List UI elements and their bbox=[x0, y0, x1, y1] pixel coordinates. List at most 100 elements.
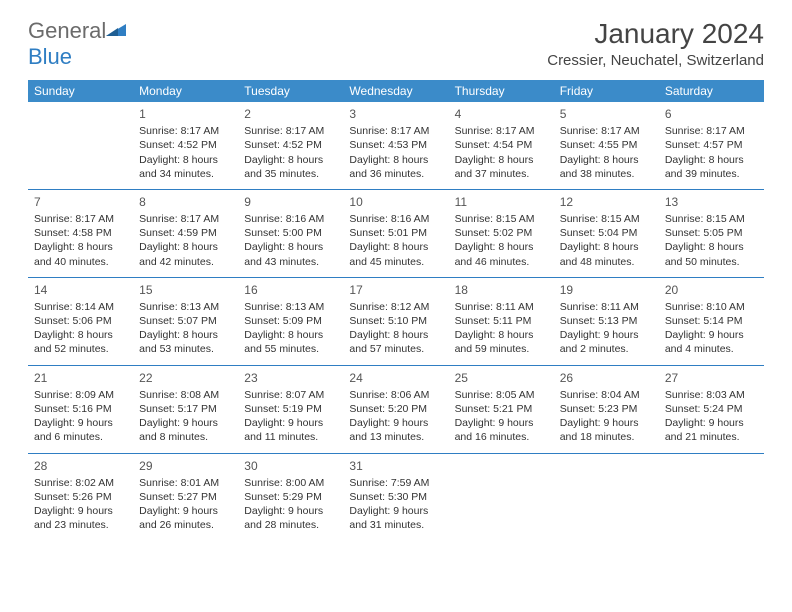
daylight-text: Daylight: 9 hours bbox=[34, 416, 127, 430]
day-number: 21 bbox=[34, 370, 127, 386]
sunset-text: Sunset: 4:59 PM bbox=[139, 226, 232, 240]
daylight-text: and 16 minutes. bbox=[455, 430, 548, 444]
calendar-day-cell: 14Sunrise: 8:14 AMSunset: 5:06 PMDayligh… bbox=[28, 277, 133, 365]
sunset-text: Sunset: 5:16 PM bbox=[34, 402, 127, 416]
daylight-text: and 43 minutes. bbox=[244, 255, 337, 269]
sunrise-text: Sunrise: 8:00 AM bbox=[244, 476, 337, 490]
sunset-text: Sunset: 5:05 PM bbox=[665, 226, 758, 240]
calendar-day-cell: 1Sunrise: 8:17 AMSunset: 4:52 PMDaylight… bbox=[133, 102, 238, 189]
daylight-text: Daylight: 8 hours bbox=[34, 328, 127, 342]
calendar-day-cell: 26Sunrise: 8:04 AMSunset: 5:23 PMDayligh… bbox=[554, 365, 659, 453]
day-number: 24 bbox=[349, 370, 442, 386]
day-header: Saturday bbox=[659, 80, 764, 102]
daylight-text: and 50 minutes. bbox=[665, 255, 758, 269]
daylight-text: and 35 minutes. bbox=[244, 167, 337, 181]
sunrise-text: Sunrise: 8:15 AM bbox=[455, 212, 548, 226]
calendar-body: 1Sunrise: 8:17 AMSunset: 4:52 PMDaylight… bbox=[28, 102, 764, 540]
day-header: Friday bbox=[554, 80, 659, 102]
sunrise-text: Sunrise: 8:09 AM bbox=[34, 388, 127, 402]
sunrise-text: Sunrise: 8:17 AM bbox=[665, 124, 758, 138]
calendar-day-cell: 16Sunrise: 8:13 AMSunset: 5:09 PMDayligh… bbox=[238, 277, 343, 365]
day-number: 9 bbox=[244, 194, 337, 210]
daylight-text: Daylight: 9 hours bbox=[34, 504, 127, 518]
sunset-text: Sunset: 5:26 PM bbox=[34, 490, 127, 504]
sunset-text: Sunset: 5:27 PM bbox=[139, 490, 232, 504]
daylight-text: and 34 minutes. bbox=[139, 167, 232, 181]
calendar-day-cell: 17Sunrise: 8:12 AMSunset: 5:10 PMDayligh… bbox=[343, 277, 448, 365]
page-header: General Blue January 2024 Cressier, Neuc… bbox=[28, 18, 764, 70]
calendar-day-cell: 21 Sunrise: 8:09 AMSunset: 5:16 PMDayligh… bbox=[28, 365, 133, 453]
sunrise-text: Sunrise: 8:17 AM bbox=[139, 212, 232, 226]
sunset-text: Sunset: 5:06 PM bbox=[34, 314, 127, 328]
sunrise-text: Sunrise: 8:05 AM bbox=[455, 388, 548, 402]
calendar-day-cell: 13Sunrise: 8:15 AMSunset: 5:05 PMDayligh… bbox=[659, 189, 764, 277]
day-number: 16 bbox=[244, 282, 337, 298]
title-block: January 2024 Cressier, Neuchatel, Switze… bbox=[547, 18, 764, 69]
daylight-text: and 46 minutes. bbox=[455, 255, 548, 269]
sunrise-text: Sunrise: 8:12 AM bbox=[349, 300, 442, 314]
day-header: Thursday bbox=[449, 80, 554, 102]
sunrise-text: Sunrise: 8:16 AM bbox=[244, 212, 337, 226]
daylight-text: and 6 minutes. bbox=[34, 430, 127, 444]
calendar-header-row: SundayMondayTuesdayWednesdayThursdayFrid… bbox=[28, 80, 764, 102]
calendar-day-cell: 9Sunrise: 8:16 AMSunset: 5:00 PMDaylight… bbox=[238, 189, 343, 277]
daylight-text: Daylight: 8 hours bbox=[349, 328, 442, 342]
daylight-text: and 23 minutes. bbox=[34, 518, 127, 532]
calendar-day-cell bbox=[659, 453, 764, 540]
daylight-text: Daylight: 9 hours bbox=[665, 328, 758, 342]
daylight-text: and 59 minutes. bbox=[455, 342, 548, 356]
brand-logo: General Blue bbox=[28, 18, 128, 70]
sunrise-text: Sunrise: 8:13 AM bbox=[139, 300, 232, 314]
daylight-text: Daylight: 9 hours bbox=[139, 504, 232, 518]
calendar-day-cell: 23Sunrise: 8:07 AMSunset: 5:19 PMDayligh… bbox=[238, 365, 343, 453]
sunrise-text: Sunrise: 8:17 AM bbox=[455, 124, 548, 138]
daylight-text: and 21 minutes. bbox=[665, 430, 758, 444]
daylight-text: and 38 minutes. bbox=[560, 167, 653, 181]
daylight-text: Daylight: 8 hours bbox=[455, 153, 548, 167]
calendar-day-cell: 31Sunrise: 7:59 AMSunset: 5:30 PMDayligh… bbox=[343, 453, 448, 540]
sunrise-text: Sunrise: 8:02 AM bbox=[34, 476, 127, 490]
day-number: 18 bbox=[455, 282, 548, 298]
daylight-text: and 42 minutes. bbox=[139, 255, 232, 269]
daylight-text: Daylight: 8 hours bbox=[349, 240, 442, 254]
daylight-text: Daylight: 8 hours bbox=[665, 153, 758, 167]
daylight-text: Daylight: 8 hours bbox=[244, 328, 337, 342]
sunset-text: Sunset: 5:11 PM bbox=[455, 314, 548, 328]
sunrise-text: Sunrise: 8:17 AM bbox=[139, 124, 232, 138]
sunrise-text: Sunrise: 8:10 AM bbox=[665, 300, 758, 314]
sunset-text: Sunset: 5:07 PM bbox=[139, 314, 232, 328]
daylight-text: Daylight: 8 hours bbox=[139, 328, 232, 342]
location-text: Cressier, Neuchatel, Switzerland bbox=[547, 52, 764, 69]
sunset-text: Sunset: 5:00 PM bbox=[244, 226, 337, 240]
day-number: 13 bbox=[665, 194, 758, 210]
sunset-text: Sunset: 5:30 PM bbox=[349, 490, 442, 504]
calendar-day-cell: 2Sunrise: 8:17 AMSunset: 4:52 PMDaylight… bbox=[238, 102, 343, 189]
calendar-day-cell: 7Sunrise: 8:17 AMSunset: 4:58 PMDaylight… bbox=[28, 189, 133, 277]
flag-icon bbox=[106, 22, 128, 43]
day-number: 7 bbox=[34, 194, 127, 210]
daylight-text: Daylight: 9 hours bbox=[455, 416, 548, 430]
month-title: January 2024 bbox=[547, 18, 764, 50]
day-number: 27 bbox=[665, 370, 758, 386]
day-number: 11 bbox=[455, 194, 548, 210]
day-number: 23 bbox=[244, 370, 337, 386]
calendar-day-cell: 18Sunrise: 8:11 AMSunset: 5:11 PMDayligh… bbox=[449, 277, 554, 365]
sunrise-text: Sunrise: 8:15 AM bbox=[665, 212, 758, 226]
sunset-text: Sunset: 4:52 PM bbox=[244, 138, 337, 152]
calendar-day-cell: 10Sunrise: 8:16 AMSunset: 5:01 PMDayligh… bbox=[343, 189, 448, 277]
day-number: 19 bbox=[560, 282, 653, 298]
calendar-day-cell bbox=[554, 453, 659, 540]
sunrise-text: Sunrise: 8:04 AM bbox=[560, 388, 653, 402]
day-header: Sunday bbox=[28, 80, 133, 102]
calendar-day-cell: 25Sunrise: 8:05 AMSunset: 5:21 PMDayligh… bbox=[449, 365, 554, 453]
day-number: 29 bbox=[139, 458, 232, 474]
calendar-table: SundayMondayTuesdayWednesdayThursdayFrid… bbox=[28, 80, 764, 540]
calendar-day-cell: 22Sunrise: 8:08 AMSunset: 5:17 PMDayligh… bbox=[133, 365, 238, 453]
calendar-day-cell: 27Sunrise: 8:03 AMSunset: 5:24 PMDayligh… bbox=[659, 365, 764, 453]
calendar-day-cell: 28 Sunrise: 8:02 AMSunset: 5:26 PMDayligh… bbox=[28, 453, 133, 540]
daylight-text: Daylight: 9 hours bbox=[560, 416, 653, 430]
calendar-day-cell: 11Sunrise: 8:15 AMSunset: 5:02 PMDayligh… bbox=[449, 189, 554, 277]
day-number: 28 bbox=[34, 458, 127, 474]
sunset-text: Sunset: 4:58 PM bbox=[34, 226, 127, 240]
day-number: 12 bbox=[560, 194, 653, 210]
